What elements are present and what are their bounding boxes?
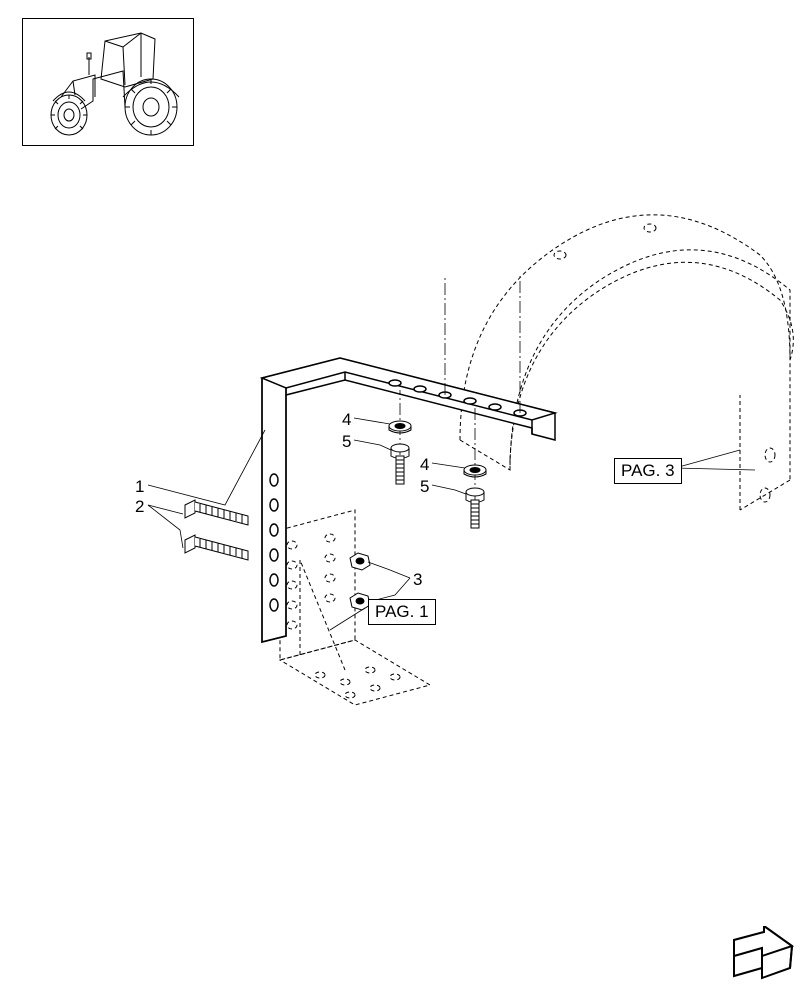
bolt-2-upper [185, 500, 248, 525]
leader-lines [148, 418, 755, 630]
next-page-arrow[interactable] [730, 926, 794, 982]
callout-4b: 4 [420, 455, 429, 475]
washer-4a [389, 421, 411, 433]
bolt-5a [391, 444, 409, 484]
bolt-5b [466, 488, 484, 528]
callout-5b: 5 [420, 477, 429, 497]
bolt-2-lower [185, 535, 248, 560]
nut-3-upper [350, 553, 370, 570]
callout-1: 1 [135, 477, 144, 497]
washer-4b [464, 465, 486, 477]
callout-4a: 4 [342, 410, 351, 430]
callout-5a: 5 [342, 432, 351, 452]
pag-ref-1: PAG. 1 [368, 599, 436, 625]
pag-ref-3: PAG. 3 [614, 458, 682, 484]
callout-3: 3 [413, 570, 422, 590]
main-diagram [0, 0, 812, 1000]
callout-2: 2 [135, 497, 144, 517]
nut-3-lower [350, 593, 370, 610]
